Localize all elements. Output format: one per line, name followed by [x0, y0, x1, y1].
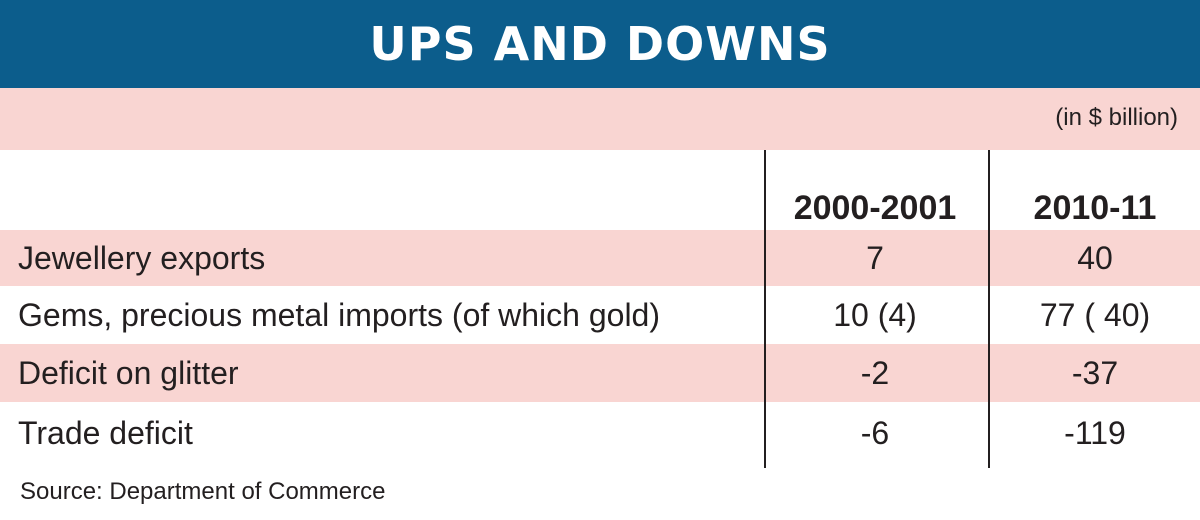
row-label: Gems, precious metal imports (of which g…: [18, 296, 660, 333]
column-divider: [764, 150, 766, 468]
row-label: Deficit on glitter: [18, 354, 239, 391]
table-row: Gems, precious metal imports (of which g…: [0, 286, 1200, 344]
cell-value: -2: [860, 354, 890, 391]
table-row: Deficit on glitter -2 -37: [0, 344, 1200, 402]
row-label: Trade deficit: [18, 414, 193, 451]
column-divider: [988, 150, 990, 468]
column-header-2010-11: 2010-11: [1033, 188, 1157, 227]
source-note: Source: Department of Commerce: [20, 478, 386, 505]
cell-value: -37: [1071, 354, 1119, 391]
cell-value: 77 ( 40): [1039, 296, 1151, 333]
cell-value: 10 (4): [833, 296, 917, 333]
table-row: Trade deficit -6 -119: [0, 402, 1200, 464]
unit-note: (in $ billion): [1055, 104, 1178, 131]
cell-value: -6: [860, 414, 890, 451]
cell-value: -119: [1064, 414, 1126, 451]
row-label: Jewellery exports: [18, 239, 266, 276]
chart-title: UPS AND DOWNS: [369, 17, 831, 71]
column-header-row: 2000-2001 2010-11: [0, 150, 1200, 230]
title-bar: UPS AND DOWNS: [0, 0, 1200, 88]
cell-value: 40: [1077, 239, 1113, 276]
cell-value: 7: [866, 239, 884, 276]
column-header-2000-2001: 2000-2001: [793, 188, 957, 227]
table-row: Jewellery exports 7 40: [0, 230, 1200, 286]
unit-row: (in $ billion): [0, 88, 1200, 150]
